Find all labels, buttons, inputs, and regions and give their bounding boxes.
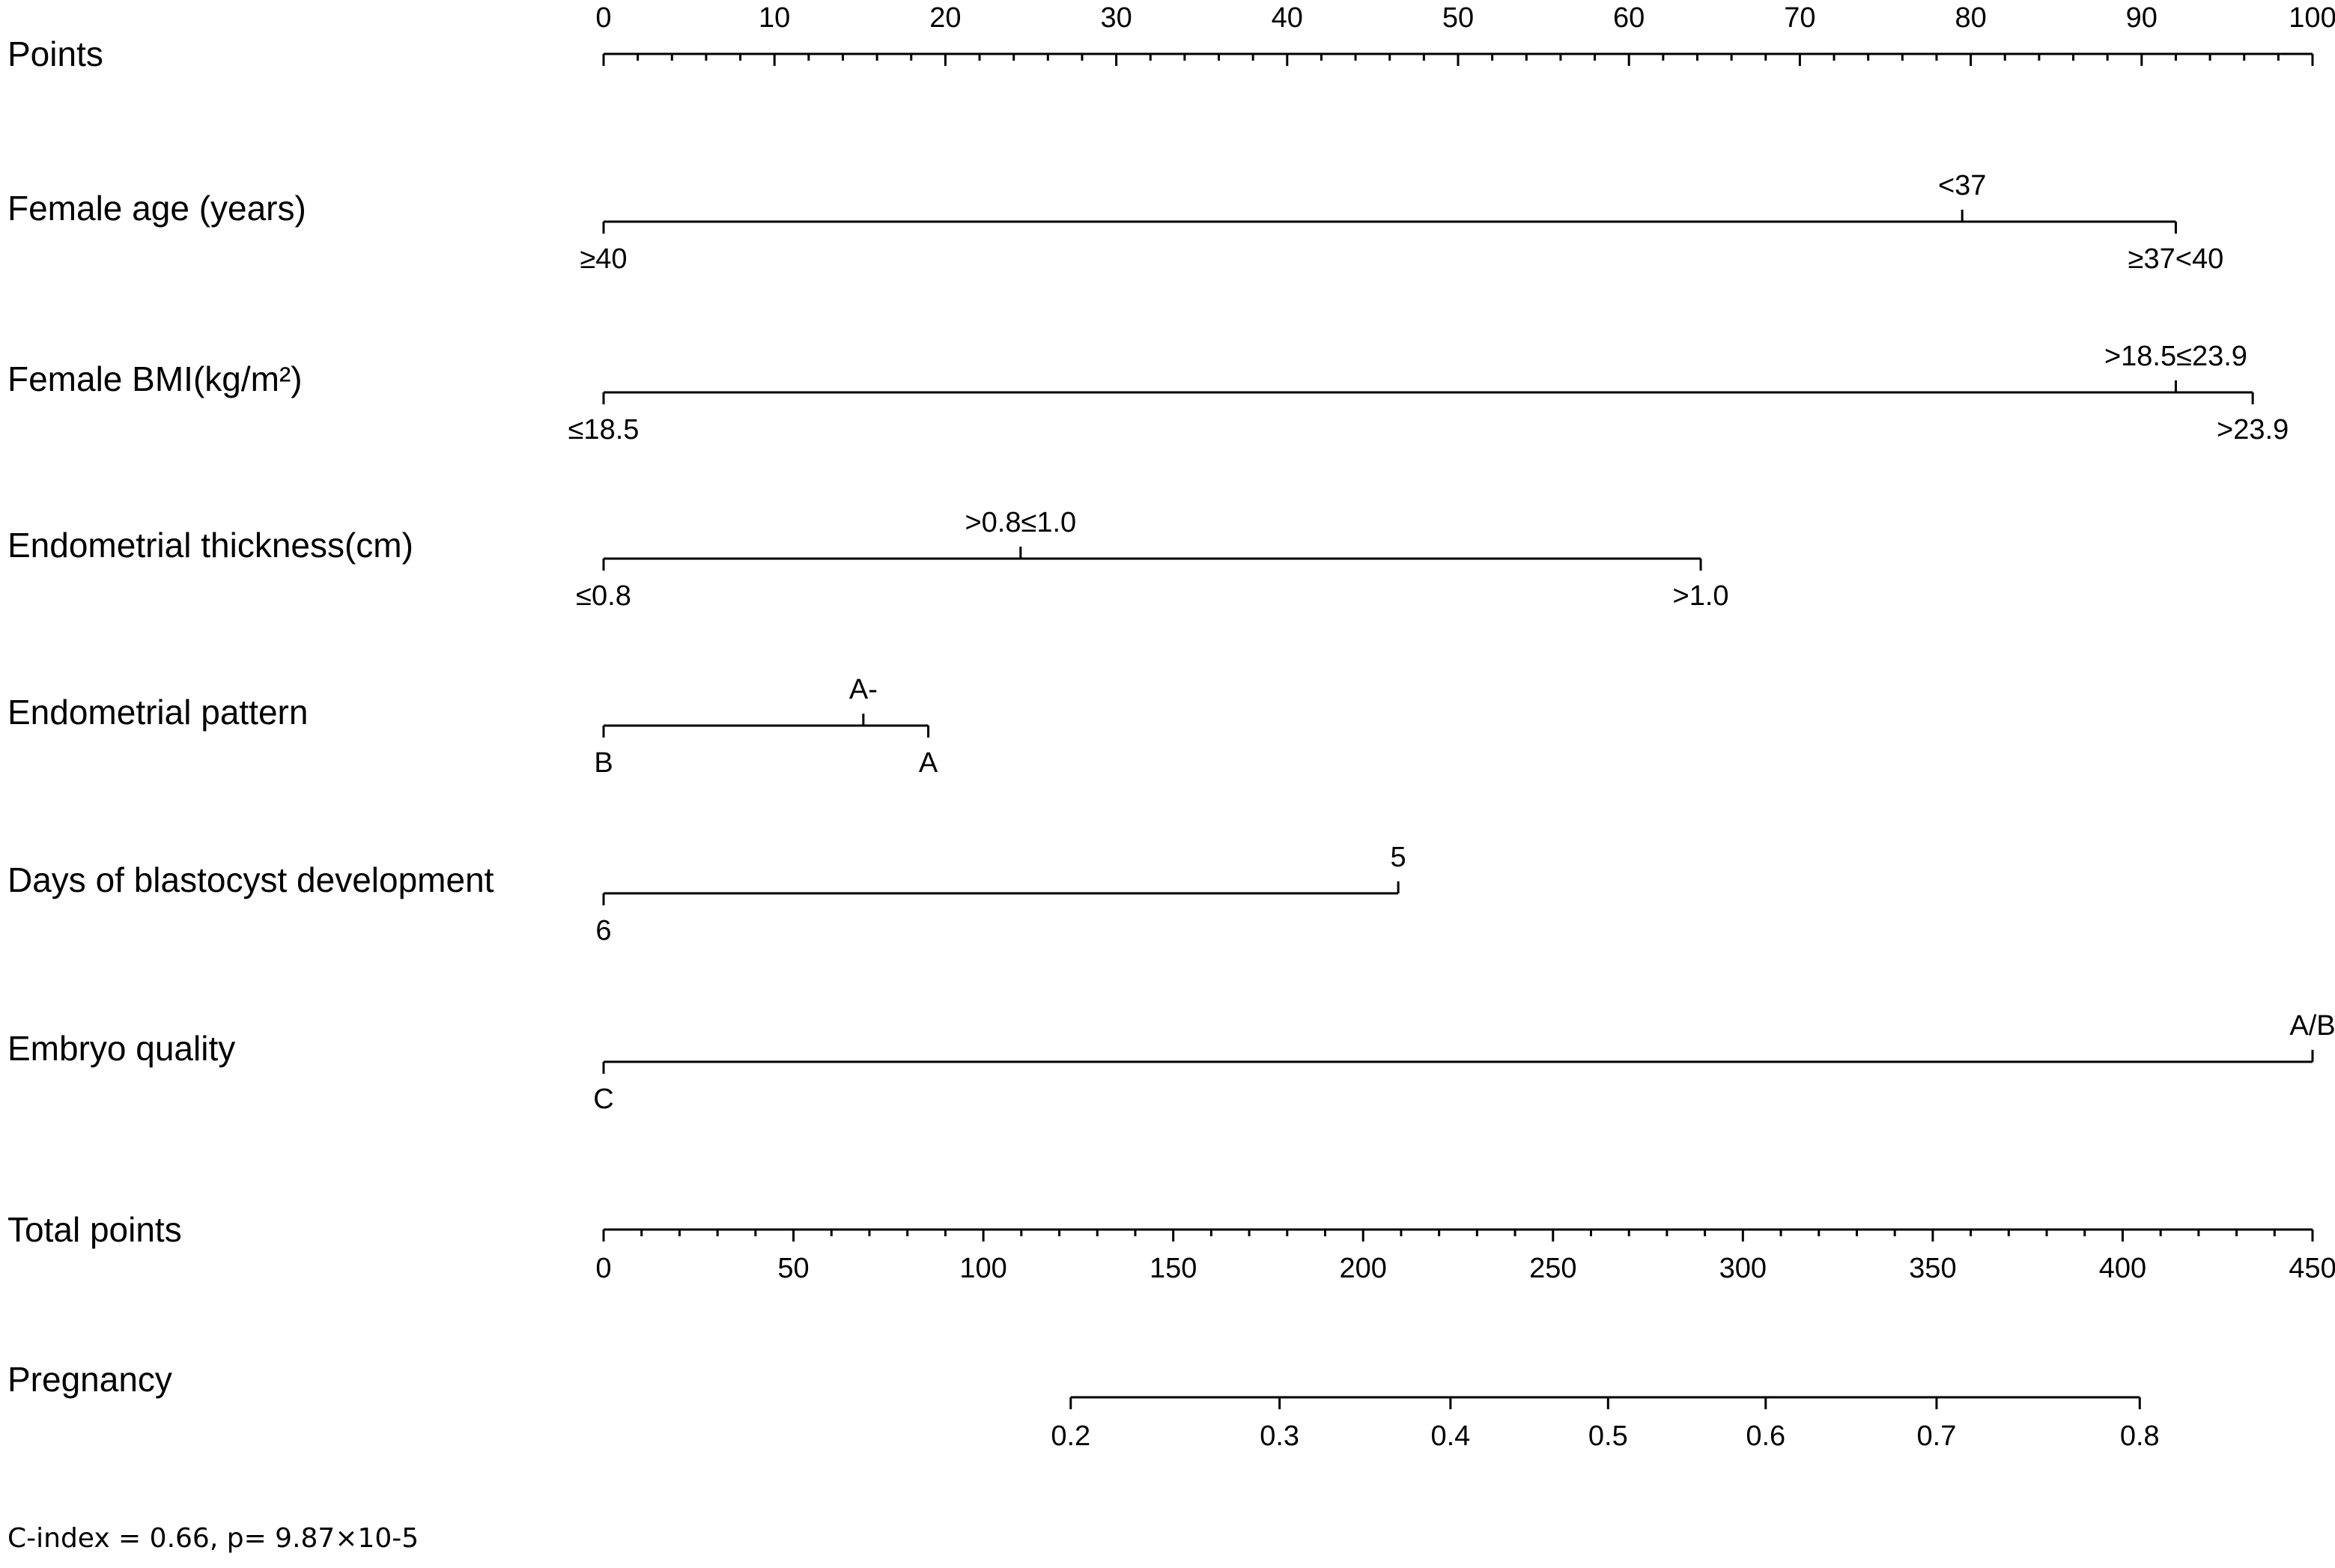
points-tick-label: 40 [1272,2,1303,34]
variable-4-level-label: A [919,747,938,779]
variable-2-level-label: >23.9 [2217,414,2289,446]
variable-1-label: Female age (years) [7,189,306,228]
variable-3-label: Endometrial thickness(cm) [7,526,413,565]
points-tick-label: 10 [759,2,790,34]
variable-5-level-label: 6 [595,915,611,946]
c-index-annotation: C-index = 0.66, p= 9.87×10-5 [7,1523,419,1554]
variable-3-level-label: >0.8≤1.0 [965,507,1076,538]
total-points-tick-label: 400 [2099,1253,2146,1284]
total-points-tick-label: 0 [595,1253,611,1284]
points-tick-label: 90 [2126,2,2158,34]
variable-5-label: Days of blastocyst development [7,860,494,899]
points-tick-label: 0 [595,2,611,34]
variable-1-level-label: ≥40 [580,243,627,275]
total-points-tick-label: 100 [959,1253,1006,1284]
variable-6-level-label: A/B [2289,1010,2335,1042]
variable-1-level-label: <37 [1938,170,1986,201]
total-points-row-label: Total points [7,1210,182,1249]
total-points-tick-label: 150 [1150,1253,1197,1284]
variable-4-label: Endometrial pattern [7,693,308,732]
points-row-label: Points [7,34,103,73]
points-tick-label: 60 [1613,2,1645,34]
variable-2-level-label: ≤18.5 [568,414,640,446]
total-points-tick-label: 350 [1909,1253,1956,1284]
variable-4-level-label: B [594,747,613,779]
points-tick-label: 30 [1100,2,1132,34]
points-tick-label: 70 [1784,2,1815,34]
total-points-tick-label: 250 [1529,1253,1576,1284]
pregnancy-tick-label: 0.6 [1746,1420,1785,1452]
pregnancy-tick-label: 0.2 [1051,1420,1090,1452]
points-tick-label: 50 [1442,2,1474,34]
total-points-tick-label: 300 [1719,1253,1767,1284]
pregnancy-tick-label: 0.4 [1430,1420,1470,1452]
total-points-tick-label: 200 [1340,1253,1387,1284]
total-points-tick-label: 50 [777,1253,809,1284]
pregnancy-tick-label: 0.7 [1917,1420,1957,1452]
variable-5-level-label: 5 [1391,842,1406,873]
variable-6-label: Embryo quality [7,1029,235,1068]
pregnancy-tick-label: 0.8 [2120,1420,2160,1452]
points-tick-label: 20 [929,2,961,34]
variable-6-level-label: C [593,1084,613,1115]
variable-3-level-label: ≤0.8 [576,580,631,612]
points-tick-label: 100 [2289,2,2335,34]
pregnancy-row-label: Pregnancy [7,1360,172,1399]
variable-2-level-label: >18.5≤23.9 [2104,341,2247,372]
variable-4-level-label: A- [849,674,878,705]
total-points-tick-label: 450 [2289,1253,2335,1284]
variable-2-label: Female BMI(kg/m²) [7,359,303,398]
variable-3-level-label: >1.0 [1673,580,1729,612]
points-tick-label: 80 [1955,2,1986,34]
pregnancy-tick-label: 0.3 [1260,1420,1299,1452]
variable-1-level-label: ≥37<40 [2128,243,2224,275]
pregnancy-tick-label: 0.5 [1588,1420,1628,1452]
